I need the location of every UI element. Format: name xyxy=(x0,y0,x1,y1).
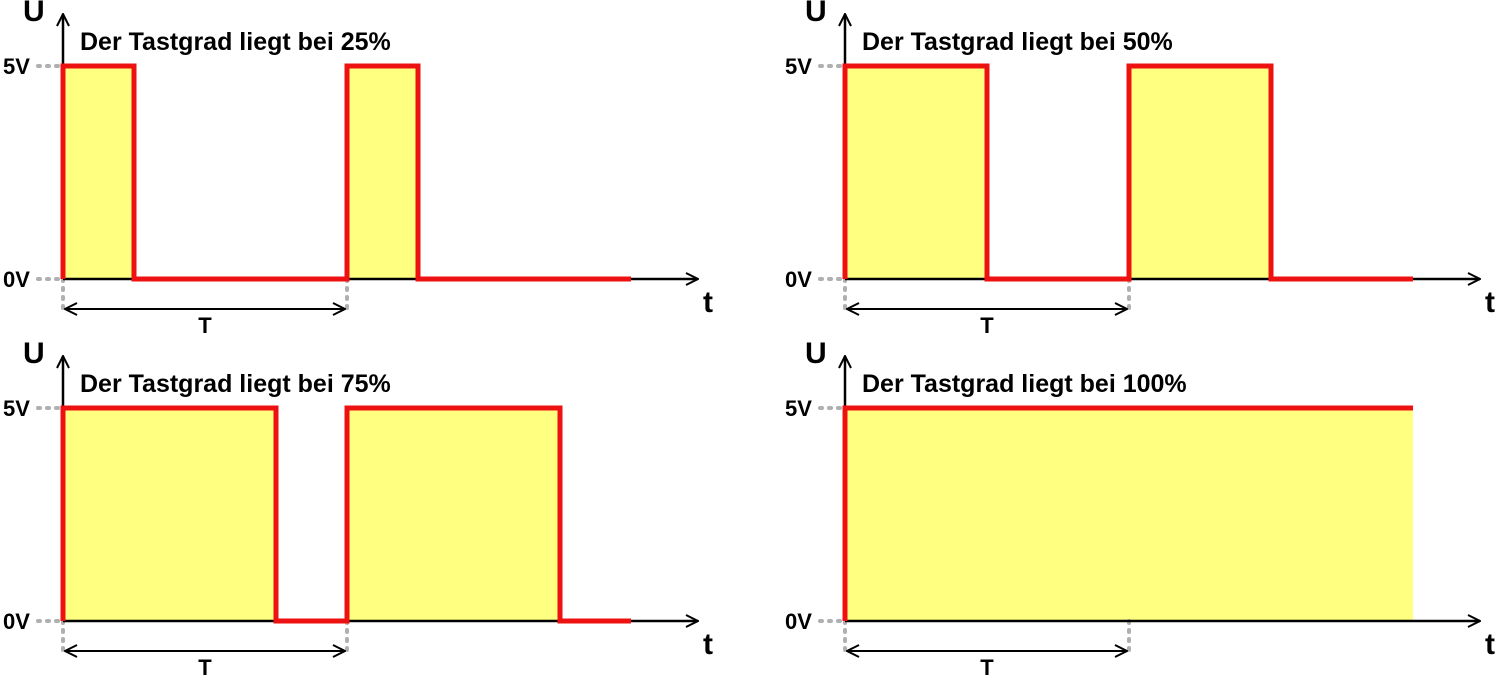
y-tick-label-5v: 5V xyxy=(3,54,30,79)
signal-line xyxy=(60,63,631,282)
chart-panel-2: Der Tastgrad liegt bei 50% Ut 5V 0V T xyxy=(785,0,1495,338)
signal-high-fill xyxy=(1129,408,1413,621)
x-axis-label: t xyxy=(1485,286,1495,319)
signal-high-fill xyxy=(63,408,276,621)
chart-panel-3: Der Tastgrad liegt bei 75% Ut 5V 0V T xyxy=(3,337,713,680)
y-tick-label-5v: 5V xyxy=(785,396,812,421)
chart-panel-4: Der Tastgrad liegt bei 100% Ut 5V 0V T xyxy=(785,337,1495,680)
signal-high-fill xyxy=(347,408,560,621)
y-tick-label-5v: 5V xyxy=(3,396,30,421)
x-axis-label: t xyxy=(703,628,713,661)
chart-title: Der Tastgrad liegt bei 100% xyxy=(862,370,1187,398)
y-axis-label: U xyxy=(805,0,827,28)
period-label: T xyxy=(198,313,212,338)
period-label: T xyxy=(198,655,212,675)
y-tick-label-0v: 0V xyxy=(3,609,30,634)
chart-panel-1: Der Tastgrad liegt bei 25% Ut 5V 0V T xyxy=(3,0,713,338)
x-axis-label: t xyxy=(703,286,713,319)
signal-line xyxy=(842,63,1413,282)
signal-high-fill xyxy=(845,408,1129,621)
chart-title: Der Tastgrad liegt bei 25% xyxy=(80,28,391,56)
x-axis-label: t xyxy=(1485,628,1495,661)
signal-high-fill xyxy=(347,66,418,279)
y-axis-label: U xyxy=(23,0,45,28)
y-axis-label: U xyxy=(23,337,45,370)
signal-high-fill xyxy=(845,66,987,279)
y-tick-label-0v: 0V xyxy=(3,267,30,292)
period-label: T xyxy=(980,655,994,675)
y-tick-label-5v: 5V xyxy=(785,54,812,79)
y-tick-label-0v: 0V xyxy=(785,609,812,634)
period-label: T xyxy=(980,313,994,338)
y-tick-label-0v: 0V xyxy=(785,267,812,292)
signal-high-fill xyxy=(1129,66,1271,279)
chart-title: Der Tastgrad liegt bei 50% xyxy=(862,28,1173,56)
signal-line xyxy=(842,405,1413,621)
chart-title: Der Tastgrad liegt bei 75% xyxy=(80,370,391,398)
y-axis-label: U xyxy=(805,337,827,370)
signal-line xyxy=(60,405,631,624)
signal-high-fill xyxy=(63,66,134,279)
